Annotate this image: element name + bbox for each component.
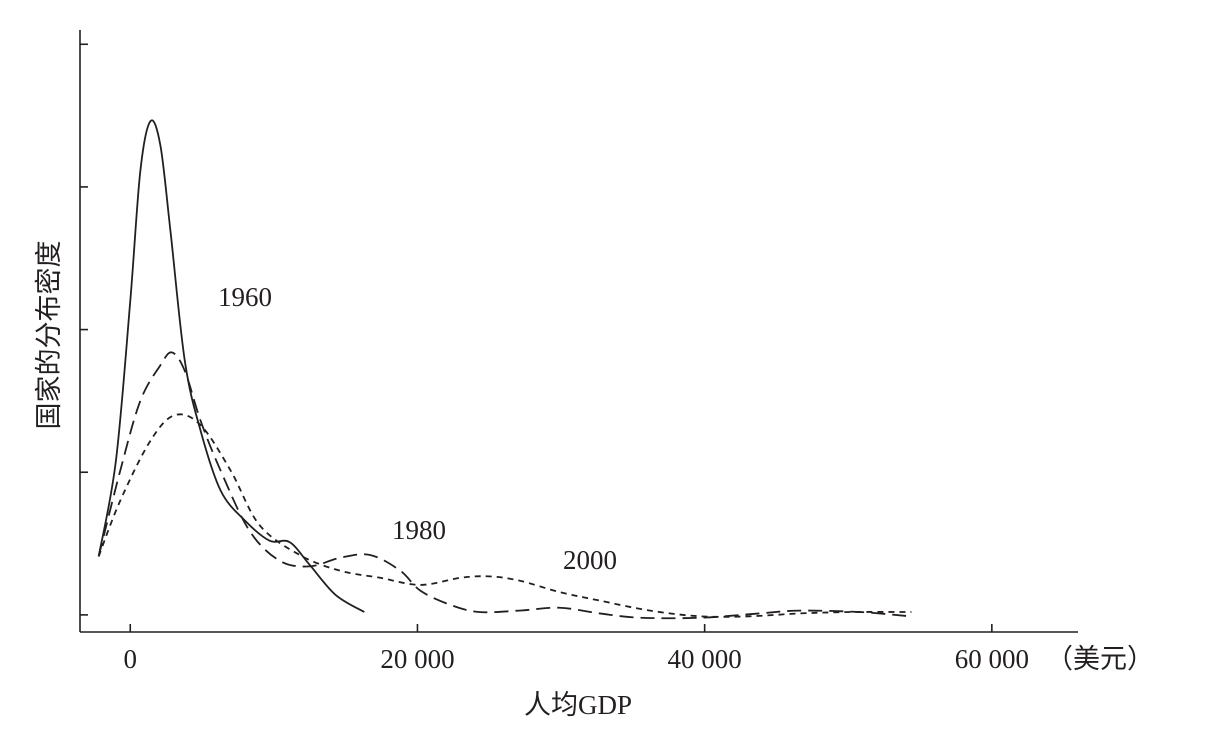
series-label: 1980: [392, 515, 446, 545]
x-tick-label: 0: [124, 644, 138, 674]
series-label: 2000: [563, 545, 617, 575]
x-axis-label: 人均GDP: [524, 690, 632, 720]
density-line: [97, 119, 365, 613]
density-line: [97, 413, 912, 618]
density-line: [97, 351, 911, 620]
x-tick-label: 20 000: [380, 644, 454, 674]
y-axis-label: 国家的分布密度: [34, 241, 64, 430]
series-label: 1960: [218, 282, 272, 312]
x-unit-label: （美元）: [1046, 644, 1154, 674]
x-tick-label: 40 000: [668, 644, 742, 674]
x-tick-label: 60 000: [955, 644, 1029, 674]
